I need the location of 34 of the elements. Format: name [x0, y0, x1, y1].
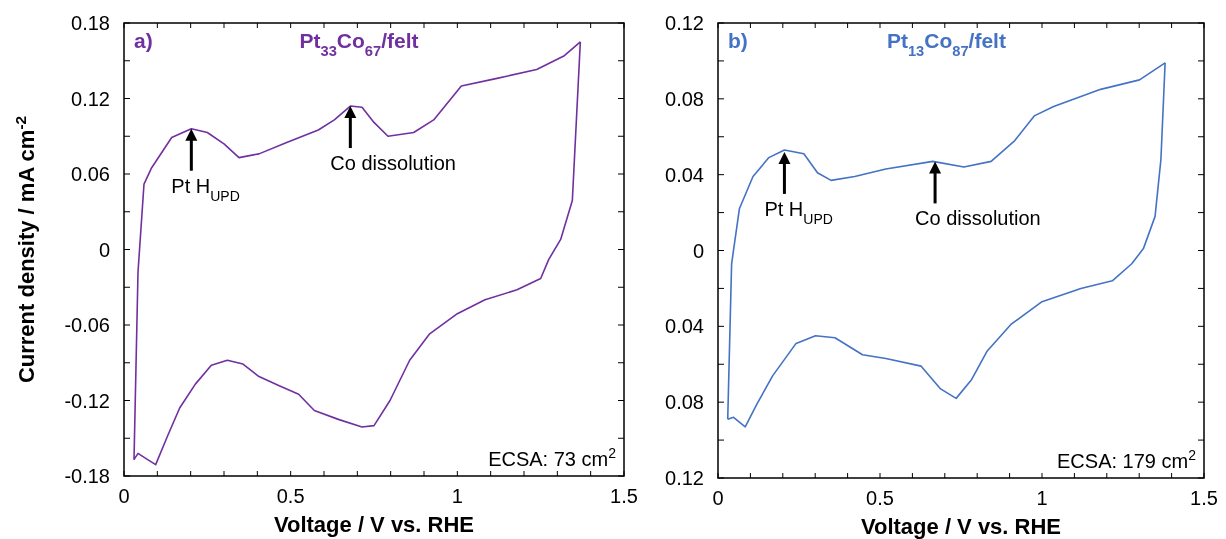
x-tick-label: 0	[712, 487, 724, 509]
y-tick-label: -0.18	[64, 465, 110, 487]
text: Pt$_{33}$Co$_{67}$/felt	[299, 29, 419, 59]
annotation: b)	[728, 29, 748, 52]
annotation: Co dissolution	[330, 152, 456, 175]
y-tick-label: -0.06	[64, 314, 110, 336]
x-tick-label: 1.5	[1190, 487, 1218, 509]
x-tick-label: 1.5	[610, 485, 638, 507]
annotation: Pt H$_{UPD}$	[171, 174, 240, 204]
y-tick-label: 0.08	[665, 87, 704, 110]
y-tick-label: 0.08	[665, 391, 704, 414]
annotation: a)	[134, 29, 153, 52]
x-axis-title: Voltage / V vs. RHE	[273, 512, 475, 537]
y-tick-label: 0.12	[71, 87, 110, 110]
y-tick-label: 0	[98, 238, 110, 261]
y-tick-label: 0.04	[665, 315, 704, 338]
y-tick-label: -0.12	[64, 389, 110, 412]
annotation: ECSA: 179 cm$^{2}$	[1057, 447, 1197, 472]
x-tick-label: 0.5	[866, 487, 894, 509]
x-tick-label: 1	[1036, 487, 1048, 509]
annotation: ECSA: 73 cm$^{2}$	[488, 445, 617, 470]
x-tick-label: 0.5	[276, 485, 305, 507]
x-tick-label: 0	[118, 485, 130, 507]
annotation: Co dissolution	[915, 207, 1041, 230]
annotation: Pt H$_{UPD}$	[764, 197, 833, 227]
y-tick-label: 0	[692, 239, 704, 262]
y-tick-label: 0.06	[71, 163, 110, 185]
x-axis-title: Voltage / V vs. RHE	[860, 514, 1062, 539]
text: Pt$_{13}$Co$_{87}$/felt	[886, 29, 1006, 59]
x-tick-label: 1	[451, 485, 463, 507]
y-tick-label: 0.12	[665, 12, 704, 34]
y-tick-label: 0.18	[71, 12, 110, 34]
y-tick-label: 0.12	[665, 467, 704, 489]
y-tick-label: 0.04	[665, 163, 704, 186]
